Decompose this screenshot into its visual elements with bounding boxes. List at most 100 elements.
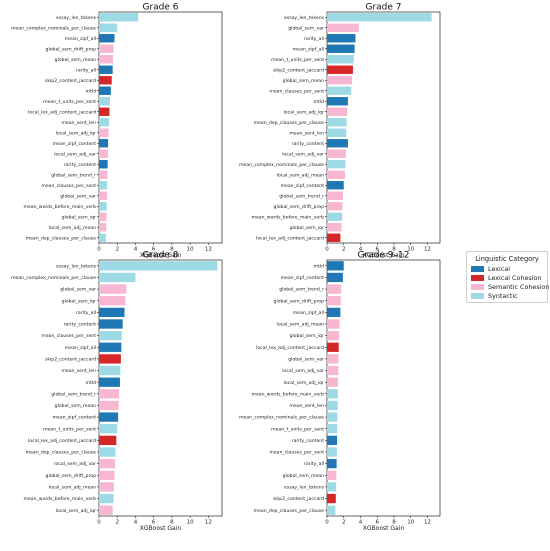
panel1-ylabel-local-sem-adj-mean: local_sem_adj_mean [49,225,96,231]
panel3-xtick-label-6: 6 [152,520,156,526]
panel3-ylabel-skip2-content-jaccard: skip2_content_jaccard [45,357,96,363]
panel1-bar-mean-sent-len [99,118,110,127]
panel2-ylabel-global-sem-drift-prop: global_sem_drift_prop [274,204,325,210]
legend-label-semantic-cohesion: Semantic Cohesion [488,283,550,291]
panel3-bar-local-lex-adj-content-jaccard [99,435,117,446]
panel2-ylabel-rarity-content: rarity_content [292,141,324,147]
panel1-ylabel-mean-zipf-content: mean_zipf_content [53,141,97,147]
panel2-bar-mean-sent-len [327,128,347,137]
panel1-ylabel-rarity-all: rarity_all [76,67,96,73]
panel3-bar-rarity-all [99,307,125,318]
panel3-ylabel-local-sem-adj-var: local_sem_adj_var [54,461,96,467]
panel3-ylabel-mean-clauses-per-sent: mean_clauses_per_sent [41,333,96,339]
panel1-bar-global-sem-iqr [99,212,107,221]
panel3-bar-mean-complex-nominals-per-clause [99,272,136,283]
panel1-bar-local-sem-adj-mean [99,223,107,232]
panel4-bar-mean-words-before-main-verb [327,389,338,399]
panel3-bar-mean-dep-clauses-per-clause [99,447,116,457]
panel2-bar-local-lex-adj-content-jaccard [327,233,341,242]
panel4-xtick-label-10: 10 [407,520,414,526]
panel4-xtick-label-12: 12 [424,520,431,526]
panel4-ylabel-local-sem-adj-mean: local_sem_adj_mean [277,322,324,328]
legend-label-lexical-cohesion: Lexical Cohesion [488,274,542,282]
legend-swatch-lexical [471,266,484,272]
panel4-bar-rarity-content [327,435,338,446]
panel3-ylabel-global-sem-mean: global_sem_mean [55,403,96,409]
panel3-xtick-label-4: 4 [134,520,138,526]
panel1-xtick-label-12: 12 [205,247,212,253]
panel4-bar-mean-clauses-per-sent [327,447,337,457]
panel3-ylabel-mean-dep-clauses-per-clause: mean_dep_clauses_per_clause [26,450,97,456]
panel2-bar-mean-t-units-per-sent [327,55,354,64]
panel2-xtick-label-0: 0 [325,247,329,253]
panel1-ylabel-mean-words-before-main-verb: mean_words_before_main_verb [23,204,96,210]
panel2-ylabel-mean-clauses-per-sent: mean_clauses_per_sent [269,88,324,94]
panel1-bar-mean-dep-clauses-per-clause [99,233,106,242]
panel4-frame [326,259,441,517]
panel1-bar-rarity-all [99,65,113,74]
panel4-ylabel-local-lex-adj-content-jaccard: local_lex_adj_content_jaccard [256,345,324,351]
panel4-bar-global-sem-var [327,354,339,364]
panel2-ylabel-mean-dep-clauses-per-clause: mean_dep_clauses_per_clause [254,120,325,126]
panel4-ylabel-mean-words-before-main-verb: mean_words_before_main_verb [251,391,324,397]
panel4-ylabel-mean-sent-len: mean_sent_len [289,403,324,409]
panel2-bar-global-sem-mean [327,76,353,85]
panel2-ylabel-local-sem-adj-mean: local_sem_adj_mean [277,172,324,178]
panel3-ylabel-mean-t-units-per-sent: mean_t_units_per_sent [43,426,96,432]
panel2-xtick-label-10: 10 [407,247,414,253]
panel4-xtick-label-6: 6 [375,520,379,526]
panel3-frame [98,259,223,517]
panel3-ylabel-local-sem-adj-mean: local_sem_adj_mean [49,485,96,491]
panel2-ylabel-rarity-all: rarity_all [304,36,324,42]
panel1-bar-global-sem-trend-r [99,170,108,179]
panel2-ylabel-skip2-content-jaccard: skip2_content_jaccard [273,67,324,73]
panel4-ylabel-mean-complex-nominals-per-clause: mean_complex_nominals_per_clause [239,415,324,421]
panel4-ylabel-global-sem-mean: global_sem_mean [283,473,324,479]
panel2-ylabel-global-sem-var: global_sem_var [288,25,324,31]
panel3-ylabel-rarity-all: rarity_all [76,310,96,316]
panel1-xtick-label-6: 6 [152,247,156,253]
panel4-bar-local-sem-adj-mean [327,319,340,329]
panel1-bar-mean-clauses-per-sent [99,181,108,190]
panel3-bar-global-sem-trend-r [99,389,120,399]
panel2-xtick-label-4: 4 [359,247,363,253]
panel2-bar-global-sem-trend-r [327,191,343,200]
panel2-ylabel-local-lex-adj-content-jaccard: local_lex_adj_content_jaccard [256,235,324,241]
panel1-ylabel-local-sem-adj-var: local_sem_adj_var [54,151,96,157]
panel4-bar-mean-sent-len [327,400,338,411]
panel1-bar-local-lex-adj-content-jaccard [99,107,110,116]
panel4-bar-mean-dep-clauses-per-clause [327,505,336,515]
panel4-bar-global-sem-drift-prop [327,296,341,306]
panel4-bar-mean-t-units-per-sent [327,424,338,434]
panel2-bar-local-sem-adj-mean [327,170,345,179]
panel4-bar-local-sem-adj-iqr [327,377,339,387]
panel2-ylabel-mean-zipf-content: mean_zipf_content [281,183,325,189]
legend-swatch-syntactic [471,293,484,299]
panel3-ylabel-mean-complex-nominals-per-clause: mean_complex_nominals_per_clause [11,275,96,281]
panel4-ylabel-mean-t-units-per-sent: mean_t_units_per_sent [271,426,324,432]
panel3-bar-mean-clauses-per-sent [99,330,122,341]
panel2-bar-mean-clauses-per-sent [327,86,352,95]
panel1-ylabel-local-lex-adj-content-jaccard: local_lex_adj_content_jaccard [28,109,96,115]
panel1-bar-mtld [99,86,111,95]
panel3-ylabel-mean-zipf-content: mean_zipf_content [53,415,97,421]
panel2-ylabel-mean-zipf-all: mean_zipf_all [293,46,324,52]
panel2-title: Grade 7 [365,3,401,13]
panel1-xtick-label-8: 8 [170,247,174,253]
panel2-xtick-label-6: 6 [375,247,379,253]
panel3-title: Grade 8 [142,251,178,261]
panel4-xtick-label-0: 0 [325,520,329,526]
panel3-ylabel-global-sem-var: global_sem_var [60,287,96,293]
panel4-xtick-label-2: 2 [342,520,346,526]
panel1-ylabel-skip2-content-jaccard: skip2_content_jaccard [45,78,96,84]
panel4-bar-global-sem-mean [327,470,337,480]
panel3-xtick-label-8: 8 [170,520,174,526]
panel1-frame [98,11,223,244]
panel3-ylabel-local-sem-adj-iqr: local_sem_adj_iqr [56,508,96,514]
panel1-bar-mean-complex-nominals-per-clause [99,23,118,32]
panel1-title: Grade 6 [142,3,178,13]
panel2-frame [326,11,441,244]
panel1-bar-mean-zipf-all [99,34,115,43]
panel2-xtick-label-2: 2 [342,247,346,253]
legend-swatch-lexical-cohesion [471,275,484,281]
